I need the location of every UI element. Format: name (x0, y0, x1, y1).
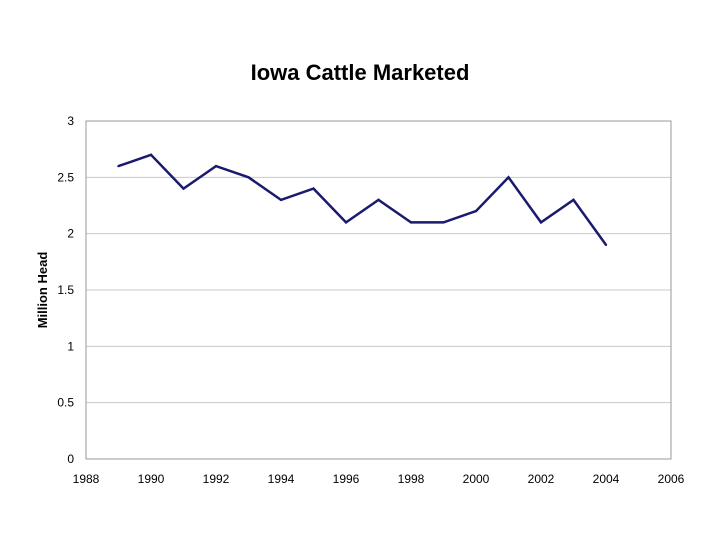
plot-frame (85, 120, 672, 460)
x-tick-label: 1988 (73, 472, 100, 486)
series-line-0 (118, 153, 608, 246)
x-tick-label: 2004 (593, 472, 620, 486)
data-point (604, 243, 608, 247)
y-tick-label: 2.5 (57, 170, 74, 184)
data-point (507, 176, 510, 179)
data-point (214, 164, 218, 168)
x-tick-label: 2006 (658, 472, 685, 486)
y-tick-label: 3 (67, 114, 74, 128)
x-tick-label: 2002 (528, 472, 555, 486)
x-tick-label: 1998 (398, 472, 425, 486)
y-tick-label: 1.5 (57, 283, 74, 297)
chart-title: Iowa Cattle Marketed (251, 60, 470, 85)
data-point (409, 221, 413, 224)
y-tick-label: 2 (67, 227, 74, 241)
data-point (312, 187, 315, 190)
x-tick-label: 1992 (203, 472, 230, 486)
y-tick-label: 1 (67, 339, 74, 353)
data-point (117, 164, 120, 168)
data-point (149, 153, 153, 156)
x-tick-label: 2000 (463, 472, 490, 486)
y-tick-labels: 0 0.5 1 1.5 2 2.5 3 (57, 114, 74, 466)
x-tick-label: 1994 (268, 472, 295, 486)
data-point (572, 198, 575, 202)
x-tick-label: 1996 (333, 472, 360, 486)
data-point (539, 221, 543, 224)
y-tick-label: 0 (67, 452, 74, 466)
y-tick-label: 0.5 (57, 396, 74, 410)
series-layer (117, 153, 608, 247)
x-tick-labels: 1988 1990 1992 1994 1996 1998 2000 2002 2004 2006 (73, 472, 685, 486)
data-point (182, 187, 185, 190)
data-point (474, 209, 478, 213)
x-tick-label: 1990 (138, 472, 165, 486)
data-point (279, 198, 283, 202)
data-point (247, 176, 250, 179)
gridlines (86, 176, 671, 404)
data-point (442, 221, 445, 224)
data-point (344, 221, 348, 224)
data-point (377, 198, 380, 202)
y-axis-label: Million Head (35, 252, 50, 329)
